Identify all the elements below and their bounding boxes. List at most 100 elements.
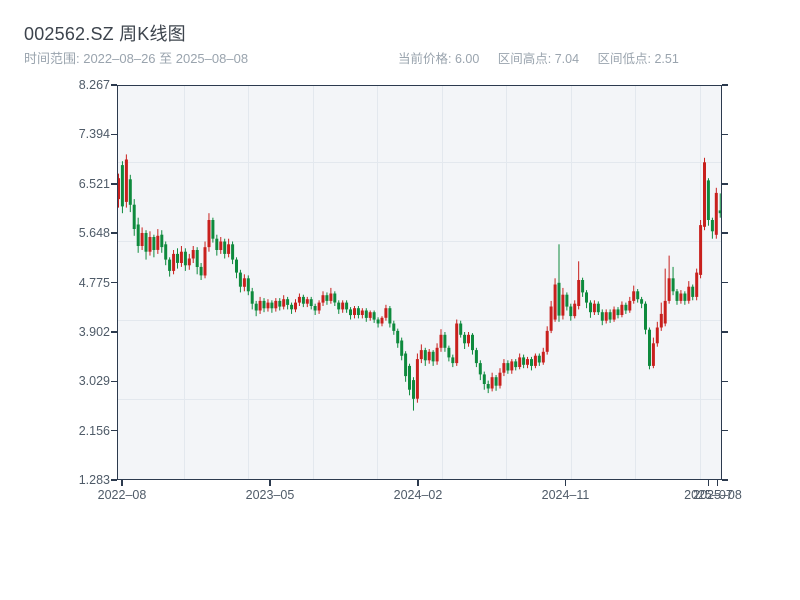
- candle-body: [703, 162, 706, 227]
- y-axis-tick-label: 7.394: [78, 127, 110, 142]
- candle-body: [305, 299, 309, 304]
- page-title: 002562.SZ 周K线图: [24, 24, 186, 44]
- candle-body: [514, 361, 518, 368]
- candle-body: [360, 310, 364, 315]
- candle-body: [191, 250, 195, 259]
- candle-body: [498, 372, 502, 386]
- candle-body: [203, 247, 207, 276]
- gridline-vertical: [699, 85, 701, 480]
- candle-body: [384, 308, 388, 318]
- candle-body: [199, 266, 203, 276]
- candle-body: [321, 295, 325, 303]
- y-axis-tick-label: 3.902: [78, 324, 110, 339]
- gridline-vertical: [570, 85, 572, 480]
- candle-body: [183, 251, 187, 266]
- candle-body: [124, 159, 128, 202]
- candle-body: [235, 259, 238, 273]
- current-price-label: 当前价格: 6.00: [398, 52, 480, 66]
- candle-body: [246, 278, 250, 292]
- candle-body: [553, 284, 557, 320]
- candle-body: [526, 359, 529, 365]
- x-axis-tick-mark: [707, 480, 710, 486]
- candle-body: [695, 272, 699, 297]
- candle-body: [478, 363, 482, 375]
- candle-body: [616, 309, 620, 316]
- candle-body: [274, 300, 278, 309]
- candle-body: [644, 303, 647, 330]
- period-low-label: 区间低点: 2.51: [597, 52, 679, 66]
- candle-body: [345, 302, 349, 310]
- candle-body: [530, 359, 533, 366]
- gridline-horizontal: [117, 240, 722, 242]
- candle-body: [290, 304, 294, 310]
- candle-body: [569, 306, 573, 317]
- y-axis-tick-label: 1.283: [78, 473, 110, 487]
- y-axis-tick-mark: [110, 183, 117, 185]
- candle-body: [596, 303, 600, 313]
- candle-body: [427, 351, 431, 361]
- candle-body: [443, 334, 447, 348]
- candle-body: [561, 294, 565, 316]
- kline-plot-area: [117, 85, 722, 480]
- gridline-vertical: [635, 85, 637, 480]
- candle-body: [231, 244, 235, 260]
- candle-body: [474, 350, 478, 364]
- gridline-vertical: [506, 85, 508, 480]
- candle-body: [687, 286, 691, 301]
- candle-body: [117, 178, 120, 200]
- candle-body: [604, 312, 608, 321]
- candle-body: [718, 210, 722, 214]
- candle-body: [388, 308, 392, 324]
- x-axis-tick-mark: [564, 480, 567, 486]
- candle-body: [400, 340, 404, 356]
- candle-body: [706, 180, 710, 220]
- candle-body: [215, 238, 219, 250]
- candle-body: [691, 286, 695, 297]
- y-axis-tick-mark: [110, 281, 117, 284]
- candle-body: [549, 306, 553, 331]
- candle-body: [589, 302, 592, 313]
- candle-body: [435, 347, 439, 362]
- candle-body: [608, 312, 612, 320]
- x-axis-tick-mark: [269, 480, 271, 486]
- y-axis-tick-mark: [722, 133, 728, 136]
- candle-body: [439, 334, 443, 348]
- candles-layer: [117, 154, 722, 411]
- candle-body: [486, 384, 490, 389]
- x-axis-tick-mark: [716, 480, 719, 486]
- candle-body: [282, 299, 286, 307]
- y-axis-tick-mark: [722, 331, 728, 333]
- x-axis-tick-label: 2024–11: [541, 488, 590, 502]
- candle-body: [710, 220, 714, 232]
- candle-body: [655, 327, 659, 344]
- candle-body: [372, 312, 376, 320]
- x-axis-tick-label: 2022–08: [97, 488, 147, 502]
- candle-body: [238, 272, 242, 287]
- candle-body: [364, 310, 368, 318]
- candle-body: [683, 293, 687, 301]
- candle-body: [545, 330, 549, 352]
- x-axis-tick-label: 2024–02: [393, 488, 443, 502]
- candle-body: [494, 377, 498, 386]
- candle-body: [301, 296, 305, 304]
- candle-body: [404, 353, 408, 377]
- candle-body: [294, 302, 297, 310]
- date-range-subtitle: 时间范围: 2022–08–26 至 2025–08–08: [24, 51, 249, 66]
- candle-body: [659, 313, 663, 328]
- y-axis-tick-label: 8.267: [78, 78, 110, 92]
- candle-body: [628, 300, 632, 311]
- y-axis-tick-mark: [110, 429, 117, 432]
- candle-body: [636, 291, 640, 300]
- candle-body: [164, 244, 168, 260]
- candle-body: [463, 334, 467, 344]
- candle-body: [325, 295, 329, 301]
- candle-body: [223, 241, 227, 254]
- candle-body: [573, 303, 577, 317]
- gridline-vertical: [441, 85, 443, 480]
- y-axis-tick-mark: [722, 84, 728, 86]
- candle-body: [136, 224, 140, 246]
- y-axis-tick-mark: [722, 183, 728, 185]
- y-axis-tick-label: 2.156: [78, 423, 110, 438]
- candle-body: [577, 280, 581, 306]
